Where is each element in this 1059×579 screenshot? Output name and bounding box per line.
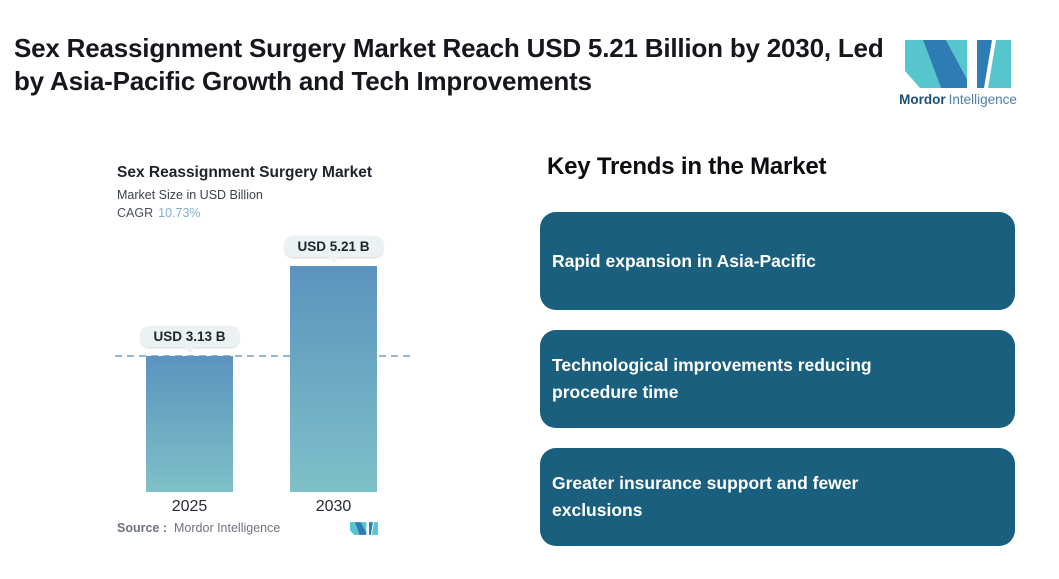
trend-card-text: Greater insurance support and fewer excl… <box>552 473 859 520</box>
mordor-logo-icon <box>905 40 1011 88</box>
trend-card-asia-pacific: Rapid expansion in Asia-Pacific <box>540 212 1015 310</box>
key-trends-heading: Key Trends in the Market <box>547 153 827 180</box>
bar-plot-area: USD 3.13 B 2025 USD 5.21 B 2030 <box>115 236 411 515</box>
chart-title: Sex Reassignment Surgery Market <box>117 164 372 181</box>
chart-subtitle: Market Size in USD Billion <box>117 188 263 202</box>
chart-cagr-row: CAGR 10.73% <box>117 206 201 220</box>
source-row: Source : Mordor Intelligence <box>117 521 280 535</box>
trend-card-insurance: Greater insurance support and fewer excl… <box>540 448 1015 546</box>
brand-name: Mordor Intelligence <box>899 92 1017 107</box>
brand-name-bold: Mordor <box>899 92 946 107</box>
cagr-value: 10.73% <box>158 206 201 220</box>
bar-2025 <box>146 356 233 492</box>
trend-card-technology: Technological improvements reducing proc… <box>540 330 1015 428</box>
trend-card-text: Technological improvements reducing proc… <box>552 355 872 402</box>
source-value: Mordor Intelligence <box>174 521 281 535</box>
page-title: Sex Reassignment Surgery Market Reach US… <box>14 33 884 97</box>
source-label: Source : <box>117 521 168 535</box>
reference-dashed-line <box>115 355 411 357</box>
mordor-logo-mark-small-icon <box>350 522 378 535</box>
cagr-label: CAGR <box>117 206 154 220</box>
value-label-2025: USD 3.13 B <box>140 326 239 347</box>
x-axis-label-2030: 2030 <box>315 498 352 515</box>
brand-name-light: Intelligence <box>948 92 1017 107</box>
x-axis-label-2025: 2025 <box>171 498 208 515</box>
value-label-2030: USD 5.21 B <box>284 236 383 257</box>
trend-card-text: Rapid expansion in Asia-Pacific <box>552 250 816 271</box>
bar-2030 <box>290 266 377 492</box>
brand-logo: Mordor Intelligence <box>899 40 1017 107</box>
